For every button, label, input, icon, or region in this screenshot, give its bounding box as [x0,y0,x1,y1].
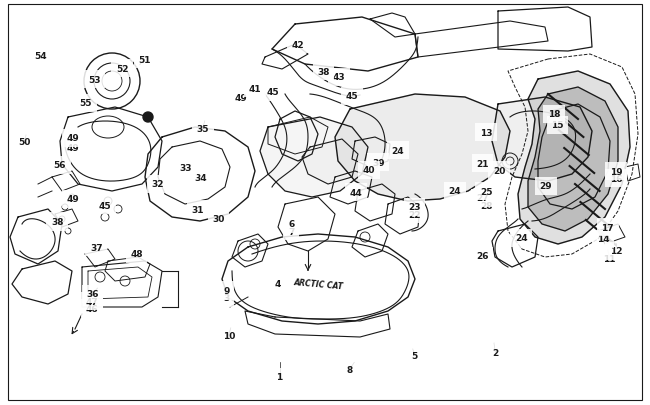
Text: 24: 24 [515,234,528,243]
Text: 49: 49 [66,143,79,152]
Text: 46: 46 [86,304,99,313]
Text: 14: 14 [597,234,610,243]
Text: 55: 55 [79,99,92,108]
Text: 3: 3 [223,294,229,303]
Text: 43: 43 [333,73,346,82]
Text: 56: 56 [53,161,66,170]
Text: 22: 22 [408,210,421,219]
Text: 38: 38 [51,217,64,226]
Text: 50: 50 [18,138,31,147]
Text: 48: 48 [130,250,143,259]
Text: 25: 25 [480,187,493,196]
Text: 44: 44 [350,188,363,197]
Polygon shape [492,98,592,181]
Text: 31: 31 [191,205,204,214]
Text: 47: 47 [86,297,99,306]
Text: 9: 9 [223,286,229,295]
Text: 6: 6 [288,220,294,229]
Text: 38: 38 [317,68,330,77]
Text: 12: 12 [610,247,623,256]
Text: 11: 11 [603,254,616,263]
Text: 34: 34 [194,174,207,183]
Polygon shape [518,72,630,244]
Text: 7: 7 [288,227,294,236]
Text: 33: 33 [179,164,192,173]
Text: 30: 30 [212,214,225,223]
Text: 36: 36 [86,290,99,298]
Text: 19: 19 [610,167,623,176]
Text: 16: 16 [610,175,623,183]
Text: 15: 15 [551,121,564,130]
Text: 53: 53 [88,76,101,85]
Text: 49: 49 [234,94,247,102]
Polygon shape [335,95,510,202]
Text: 28: 28 [480,201,493,210]
Text: 29: 29 [540,182,552,191]
Text: 10: 10 [222,331,235,340]
Text: 39: 39 [372,158,385,167]
Text: 20: 20 [493,166,506,175]
Text: 21: 21 [476,160,489,168]
Text: 5: 5 [411,351,418,360]
Text: 49: 49 [66,195,79,204]
Text: 26: 26 [476,252,489,260]
Text: 17: 17 [601,223,614,232]
Text: ARCTIC CAT: ARCTIC CAT [293,278,343,291]
Text: 8: 8 [346,365,353,374]
Circle shape [143,113,153,123]
Text: 18: 18 [547,110,560,119]
Text: 13: 13 [480,128,493,137]
Text: 32: 32 [151,180,164,189]
Polygon shape [260,118,368,198]
Text: 23: 23 [408,203,421,212]
Text: 45: 45 [266,88,280,97]
Polygon shape [302,140,358,185]
Text: 24: 24 [448,187,461,196]
Text: 45: 45 [346,92,359,101]
Text: 27: 27 [476,194,489,203]
Text: 41: 41 [248,85,261,94]
Text: 24: 24 [391,147,404,156]
Text: 4: 4 [275,279,281,288]
Text: 54: 54 [34,52,47,61]
Text: 35: 35 [196,124,209,133]
Text: 45: 45 [99,201,112,210]
Text: 40: 40 [363,166,376,175]
Text: 1: 1 [276,372,283,381]
Text: 51: 51 [138,55,151,64]
Polygon shape [528,88,618,231]
Text: 42: 42 [291,41,304,50]
Text: 49: 49 [66,134,79,143]
Text: 2: 2 [492,348,499,357]
Text: 52: 52 [116,64,129,73]
Text: 37: 37 [90,243,103,252]
